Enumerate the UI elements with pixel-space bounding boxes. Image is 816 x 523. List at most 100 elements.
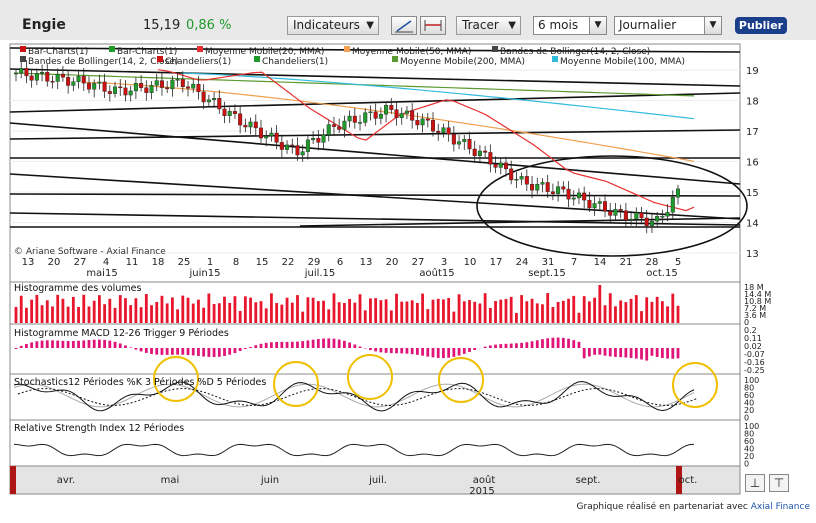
candle-body <box>149 85 154 93</box>
macd-bar <box>35 341 39 348</box>
interval-select[interactable]: Journalier ▼ <box>614 16 722 35</box>
macd-bar <box>61 340 65 348</box>
macd-bar <box>608 348 612 357</box>
legend-item: Moyenne Mobile(20, MMA) <box>205 47 324 57</box>
volume-title: Histogramme des volumes <box>14 283 141 294</box>
volume-bar <box>379 300 383 323</box>
volume-bar <box>410 300 414 323</box>
y-tick-label: 17 <box>746 127 759 138</box>
candle-body <box>264 135 269 139</box>
volume-bar <box>207 293 211 323</box>
split-pane-button[interactable]: ⊥ <box>745 474 765 492</box>
volume-bar <box>322 300 325 323</box>
volume-bar <box>139 307 143 323</box>
x-day-label: 6 <box>337 257 343 268</box>
volume-bar <box>546 293 550 323</box>
candle-body <box>342 120 347 130</box>
volume-bar <box>556 301 560 323</box>
line-draw-button[interactable] <box>391 16 417 35</box>
ma50-line <box>85 81 695 162</box>
macd-bar <box>603 348 607 356</box>
volume-bar <box>51 306 54 323</box>
macd-bar <box>270 342 273 348</box>
volume-bar <box>582 296 586 323</box>
candle-body <box>92 83 97 90</box>
candle-body <box>352 115 357 123</box>
volume-bar <box>614 306 617 323</box>
horizontal-line-button[interactable] <box>420 16 446 35</box>
rsi-tick: 20 <box>744 452 754 461</box>
draw-label: Tracer <box>462 18 499 32</box>
macd-bar <box>249 346 252 348</box>
draw-dropdown[interactable]: Tracer ▼ <box>456 16 521 35</box>
volume-bar <box>515 312 518 323</box>
macd-bar <box>40 340 44 348</box>
macd-bar <box>14 348 18 349</box>
legend-swatch <box>109 46 115 52</box>
candle-body <box>274 132 279 143</box>
macd-bar <box>285 341 289 348</box>
price-change: 0,86 % <box>186 18 232 33</box>
highlight-circle <box>153 356 199 402</box>
macd-bar <box>56 340 60 348</box>
volume-bar <box>494 301 497 323</box>
merge-pane-button[interactable]: ⊤ <box>769 474 789 492</box>
stoch-title: Stochastics12 Périodes %K 3 Périodes %D … <box>14 377 266 388</box>
volume-bar <box>217 303 221 323</box>
candle-body <box>483 150 488 153</box>
macd-bar <box>160 348 164 355</box>
volume-bar <box>353 302 357 323</box>
legend-item: Bandes de Bollinger(14, 2, Close) <box>28 57 178 67</box>
candle-body <box>139 83 144 88</box>
candle-body <box>227 111 232 116</box>
candle-body <box>154 80 159 86</box>
candle-body <box>394 109 399 118</box>
indicators-dropdown[interactable]: Indicateurs ▼ <box>287 16 379 35</box>
candle-body <box>514 178 519 181</box>
candle-body <box>467 139 472 150</box>
candle-body <box>123 87 128 96</box>
macd-bar <box>488 345 492 348</box>
volume-bar <box>504 298 508 323</box>
x-day-label: 20 <box>48 257 61 268</box>
legend-swatch <box>552 56 558 62</box>
volume-bar <box>165 303 169 323</box>
x-day-label: 31 <box>542 257 555 268</box>
macd-bar <box>217 348 221 357</box>
highlight-circle <box>273 361 319 407</box>
macd-bar <box>238 348 242 352</box>
candle-body <box>618 209 623 211</box>
candle-body <box>561 186 566 190</box>
macd-bar <box>202 348 206 357</box>
macd-bar <box>655 348 659 357</box>
macd-bar <box>118 343 122 348</box>
volume-bars <box>14 285 680 323</box>
candle-body <box>477 150 482 156</box>
candle-body <box>603 201 608 212</box>
nav-month-label: oct. <box>679 475 698 486</box>
macd-bar <box>19 345 23 348</box>
macd-tick: 0.11 <box>744 334 762 343</box>
macd-bar <box>342 340 346 348</box>
candle-body <box>201 91 206 103</box>
x-day-label: 20 <box>386 257 399 268</box>
candle-body <box>144 87 149 93</box>
macd-bar <box>468 348 471 352</box>
publish-button[interactable]: Publier <box>735 17 787 34</box>
price-grid <box>10 69 740 254</box>
period-select[interactable]: 6 mois ▼ <box>533 16 607 35</box>
stoch-k-line <box>13 380 695 412</box>
volume-bar <box>82 294 86 323</box>
candle-body <box>519 176 524 180</box>
volume-bar <box>285 297 289 323</box>
candle-body <box>326 124 331 136</box>
x-day-label: 27 <box>412 257 425 268</box>
credit-link[interactable]: Axial Finance <box>750 502 810 512</box>
candle-body <box>212 98 217 100</box>
candle-body <box>665 212 670 217</box>
candle-body <box>587 199 592 209</box>
macd-bar <box>108 340 112 348</box>
rsi-tick: 80 <box>744 430 754 439</box>
volume-bar <box>134 298 138 323</box>
macd-bar <box>212 348 216 358</box>
